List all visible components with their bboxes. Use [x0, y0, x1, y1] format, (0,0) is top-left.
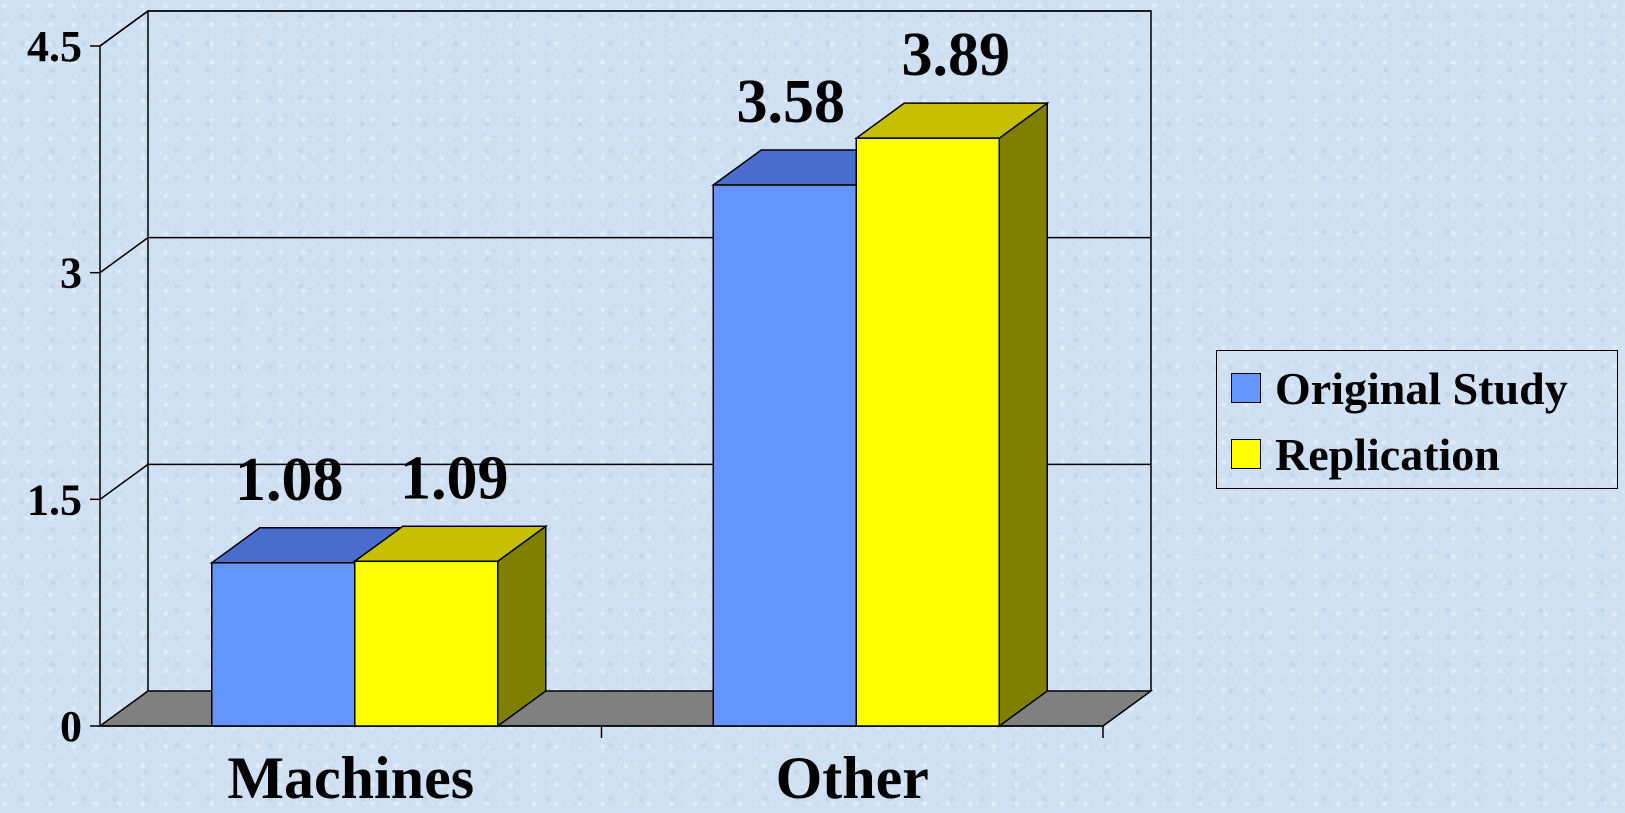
y-tick-label-1: 1.5: [27, 475, 82, 524]
y-tick-label-3: 4.5: [27, 22, 82, 71]
bar-replication-machines: [354, 560, 499, 727]
legend-label-original-study: Original Study: [1275, 362, 1568, 414]
y-tick-label-2: 3: [60, 249, 82, 298]
y-tick-label-0: 0: [60, 702, 82, 751]
bar-replication-other: [855, 137, 1000, 727]
data-label-original-study-machines: 1.08: [235, 446, 344, 514]
legend-label-replication: Replication: [1275, 428, 1500, 480]
legend-swatch-replication: [1231, 439, 1261, 469]
legend-swatch-original-study: [1231, 373, 1261, 403]
x-category-label-other: Other: [776, 745, 929, 811]
data-label-replication-other: 3.89: [902, 21, 1011, 89]
legend-item-replication: Replication: [1231, 428, 1500, 480]
bar-original-study-other: [712, 184, 857, 727]
data-label-original-study-other: 3.58: [737, 68, 846, 136]
x-category-label-machines: Machines: [227, 745, 474, 811]
bar-side-replication-other: [998, 101, 1048, 728]
legend-item-original-study: Original Study: [1231, 362, 1568, 414]
data-label-replication-machines: 1.09: [400, 444, 509, 512]
legend: Original Study Replication: [1216, 350, 1618, 489]
bar-original-study-machines: [211, 562, 356, 727]
gridline-3: [99, 10, 1151, 47]
